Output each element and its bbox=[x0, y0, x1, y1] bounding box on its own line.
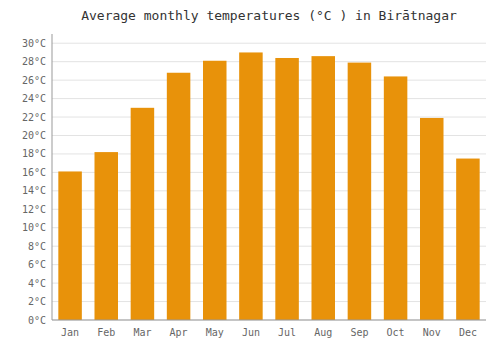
x-tick-label: Feb bbox=[97, 327, 115, 338]
y-tick-label: 20°C bbox=[22, 130, 46, 141]
bar bbox=[311, 56, 335, 320]
grid-line bbox=[52, 43, 486, 44]
y-tick-label: 28°C bbox=[22, 56, 46, 67]
x-tick-label: Nov bbox=[423, 327, 441, 338]
bar bbox=[456, 159, 480, 320]
y-axis-line bbox=[52, 34, 53, 320]
bar bbox=[420, 118, 444, 320]
y-axis: 0°C 2°C 4°C 6°C 8°C 10°C 12°C 14°C 16°C 18°C 20°C 2… bbox=[22, 38, 46, 326]
y-tick-label: 14°C bbox=[22, 185, 46, 196]
grid-line bbox=[52, 61, 486, 62]
y-tick-label: 4°C bbox=[28, 278, 46, 289]
chart-svg: Average monthly temperatures (°C ) in Bi… bbox=[0, 0, 500, 350]
y-tick-label: 12°C bbox=[22, 204, 46, 215]
grid-line bbox=[52, 117, 486, 118]
x-tick-label: Dec bbox=[459, 327, 477, 338]
y-tick-label: 18°C bbox=[22, 148, 46, 159]
x-tick-label: Oct bbox=[387, 327, 405, 338]
grid-line bbox=[52, 98, 486, 99]
y-tick-label: 22°C bbox=[22, 112, 46, 123]
x-tick-label: May bbox=[206, 327, 224, 338]
bars bbox=[58, 52, 479, 320]
x-axis-line bbox=[52, 320, 486, 321]
x-tick-label: Jan bbox=[61, 327, 79, 338]
y-tick-label: 6°C bbox=[28, 259, 46, 270]
bar bbox=[384, 76, 408, 320]
chart-container: Average monthly temperatures (°C ) in Bi… bbox=[0, 0, 500, 350]
y-tick-label: 26°C bbox=[22, 75, 46, 86]
bar bbox=[131, 108, 155, 320]
title: Average monthly temperatures (°C ) in Bi… bbox=[81, 8, 457, 23]
y-tick-label: 16°C bbox=[22, 167, 46, 178]
bar bbox=[348, 63, 372, 320]
grid-line bbox=[52, 80, 486, 81]
y-tick-label: 24°C bbox=[22, 93, 46, 104]
y-tick-label: 8°C bbox=[28, 241, 46, 252]
bar bbox=[239, 52, 263, 320]
x-axis: Jan Feb Mar Apr May Jun Jul Aug Sep Oct Nov Dec bbox=[61, 327, 477, 338]
y-tick-label: 0°C bbox=[28, 315, 46, 326]
x-tick-label: Mar bbox=[133, 327, 151, 338]
bar bbox=[94, 152, 118, 320]
x-tick-label: Jun bbox=[242, 327, 260, 338]
y-tick-label: 2°C bbox=[28, 296, 46, 307]
bar bbox=[167, 73, 191, 320]
grid bbox=[52, 43, 486, 320]
bar bbox=[203, 61, 227, 320]
bar bbox=[275, 58, 299, 320]
y-tick-label: 10°C bbox=[22, 222, 46, 233]
x-tick-label: Jul bbox=[278, 327, 296, 338]
x-tick-label: Aug bbox=[314, 327, 332, 338]
bar bbox=[58, 171, 82, 320]
x-tick-label: Sep bbox=[350, 327, 368, 338]
y-tick-label: 30°C bbox=[22, 38, 46, 49]
x-tick-label: Apr bbox=[170, 327, 188, 338]
grid-line bbox=[52, 320, 486, 321]
